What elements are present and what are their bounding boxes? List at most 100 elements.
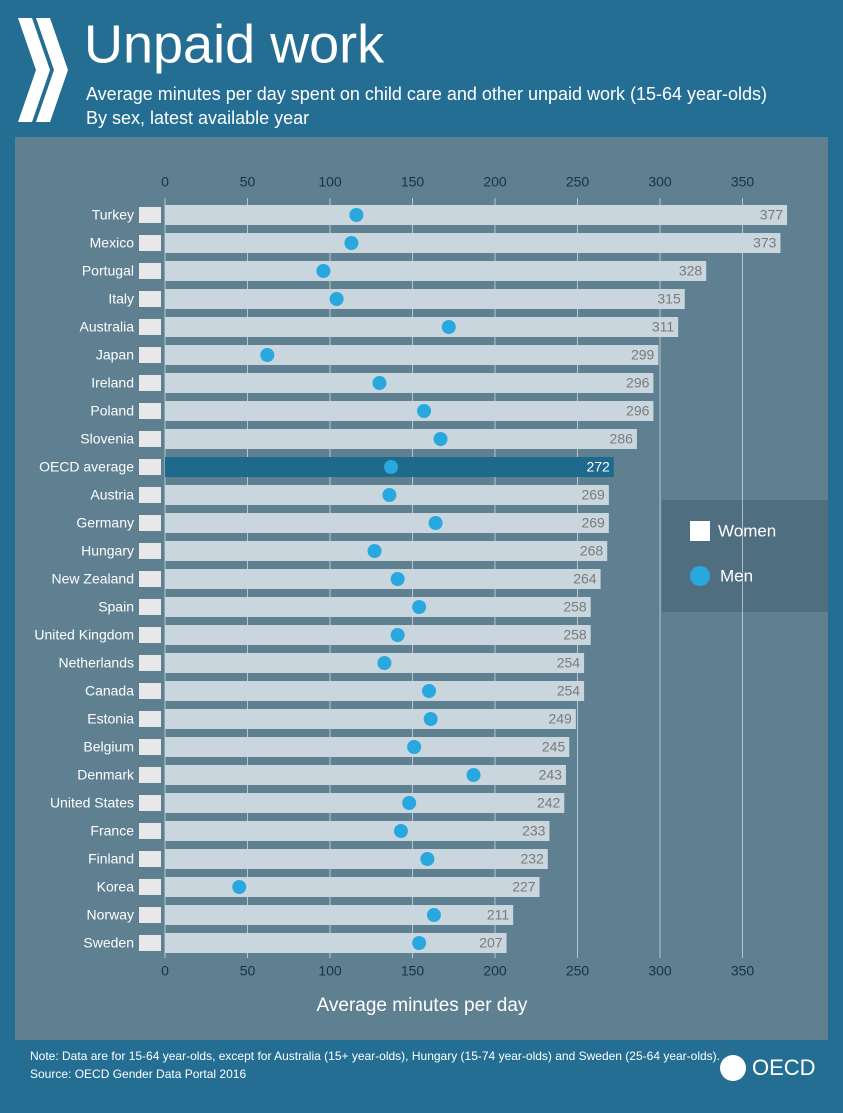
y-tick-label: Ireland: [91, 375, 134, 391]
subtitle: Average minutes per day spent on child c…: [86, 84, 767, 104]
value-label: 269: [581, 487, 605, 503]
note: Note: Data are for 15-64 year-olds, exce…: [30, 1049, 720, 1063]
flag: [139, 235, 161, 251]
flag: [139, 711, 161, 727]
legend-box: [662, 500, 828, 612]
dot: [412, 936, 427, 950]
dot: [420, 852, 435, 866]
x-tick-label: 0: [161, 174, 169, 190]
y-tick-label: Denmark: [77, 767, 135, 783]
value-label: 328: [679, 263, 703, 279]
bar: [165, 261, 707, 281]
dot: [433, 432, 448, 446]
x-tick-label: 350: [731, 963, 755, 979]
bar: [165, 317, 679, 337]
x-tick-label: 0: [161, 963, 169, 979]
dot: [316, 264, 331, 278]
dot: [426, 908, 441, 922]
flag: [139, 403, 161, 419]
bar: [165, 709, 576, 729]
value-label: 258: [563, 599, 587, 615]
y-tick-label: Germany: [76, 515, 134, 531]
y-tick-label: New Zealand: [52, 571, 135, 587]
y-tick-label: Austria: [90, 487, 134, 503]
bar: [165, 569, 601, 589]
flag: [139, 375, 161, 391]
value-label: 373: [753, 235, 777, 251]
flag: [139, 683, 161, 699]
value-label: 311: [652, 319, 675, 335]
logo: OECD: [752, 1055, 816, 1080]
chevrons: [18, 18, 68, 122]
legend-label: Men: [720, 566, 753, 585]
x-axis-label: Average minutes per day: [317, 995, 528, 1016]
dot: [466, 768, 481, 782]
bar: [165, 233, 781, 253]
flag: [139, 851, 161, 867]
y-tick-label: Slovenia: [80, 431, 134, 447]
y-tick-label: Sweden: [83, 935, 134, 951]
y-tick-label: OECD average: [39, 459, 134, 475]
flag: [139, 319, 161, 335]
dot: [344, 236, 359, 250]
dot: [349, 208, 364, 222]
value-label: 245: [542, 739, 566, 755]
bar: [165, 653, 585, 673]
flag: [139, 767, 161, 783]
dot: [393, 824, 408, 838]
x-tick-label: 100: [318, 963, 342, 979]
bar: [165, 821, 550, 841]
flag: [139, 599, 161, 615]
value-label: 296: [626, 403, 650, 419]
value-label: 243: [539, 767, 563, 783]
y-tick-label: United Kingdom: [34, 627, 134, 643]
bar: [165, 793, 565, 813]
bar: [165, 373, 654, 393]
value-label: 207: [479, 935, 503, 951]
y-tick-label: Poland: [90, 403, 134, 419]
dot: [423, 712, 438, 726]
dot: [390, 628, 405, 642]
dot: [260, 348, 275, 362]
value-label: 232: [520, 851, 544, 867]
x-tick-label: 200: [483, 174, 507, 190]
dot: [407, 740, 422, 754]
y-tick-label: Turkey: [92, 207, 134, 223]
x-tick-label: 150: [401, 963, 425, 979]
value-label: 254: [557, 683, 581, 699]
y-tick-label: Norway: [87, 907, 134, 923]
flag: [139, 935, 161, 951]
value-label: 211: [487, 907, 510, 923]
y-tick-label: Portugal: [82, 263, 134, 279]
bar: [165, 765, 566, 785]
x-tick-label: 250: [566, 174, 590, 190]
flag: [139, 627, 161, 643]
bar: [165, 597, 591, 617]
bar: [165, 401, 654, 421]
value-label: 299: [631, 347, 655, 363]
bar: [165, 205, 788, 225]
y-tick-label: Australia: [80, 319, 135, 335]
bar: [165, 625, 591, 645]
subtitle: By sex, latest available year: [86, 108, 309, 128]
flag: [139, 655, 161, 671]
y-tick-label: Estonia: [87, 711, 134, 727]
x-tick-label: 50: [240, 174, 256, 190]
y-tick-label: Hungary: [81, 543, 134, 559]
flag: [139, 879, 161, 895]
value-label: 233: [522, 823, 546, 839]
dot: [390, 572, 405, 586]
y-tick-label: France: [90, 823, 134, 839]
x-tick-label: 200: [483, 963, 507, 979]
y-tick-label: Belgium: [83, 739, 134, 755]
flag: [139, 739, 161, 755]
y-tick-label: Spain: [98, 599, 134, 615]
dot: [382, 488, 397, 502]
value-label: 315: [657, 291, 681, 307]
flag: [139, 459, 161, 475]
y-tick-label: United States: [50, 795, 134, 811]
dot: [441, 320, 456, 334]
value-label: 268: [580, 543, 604, 559]
